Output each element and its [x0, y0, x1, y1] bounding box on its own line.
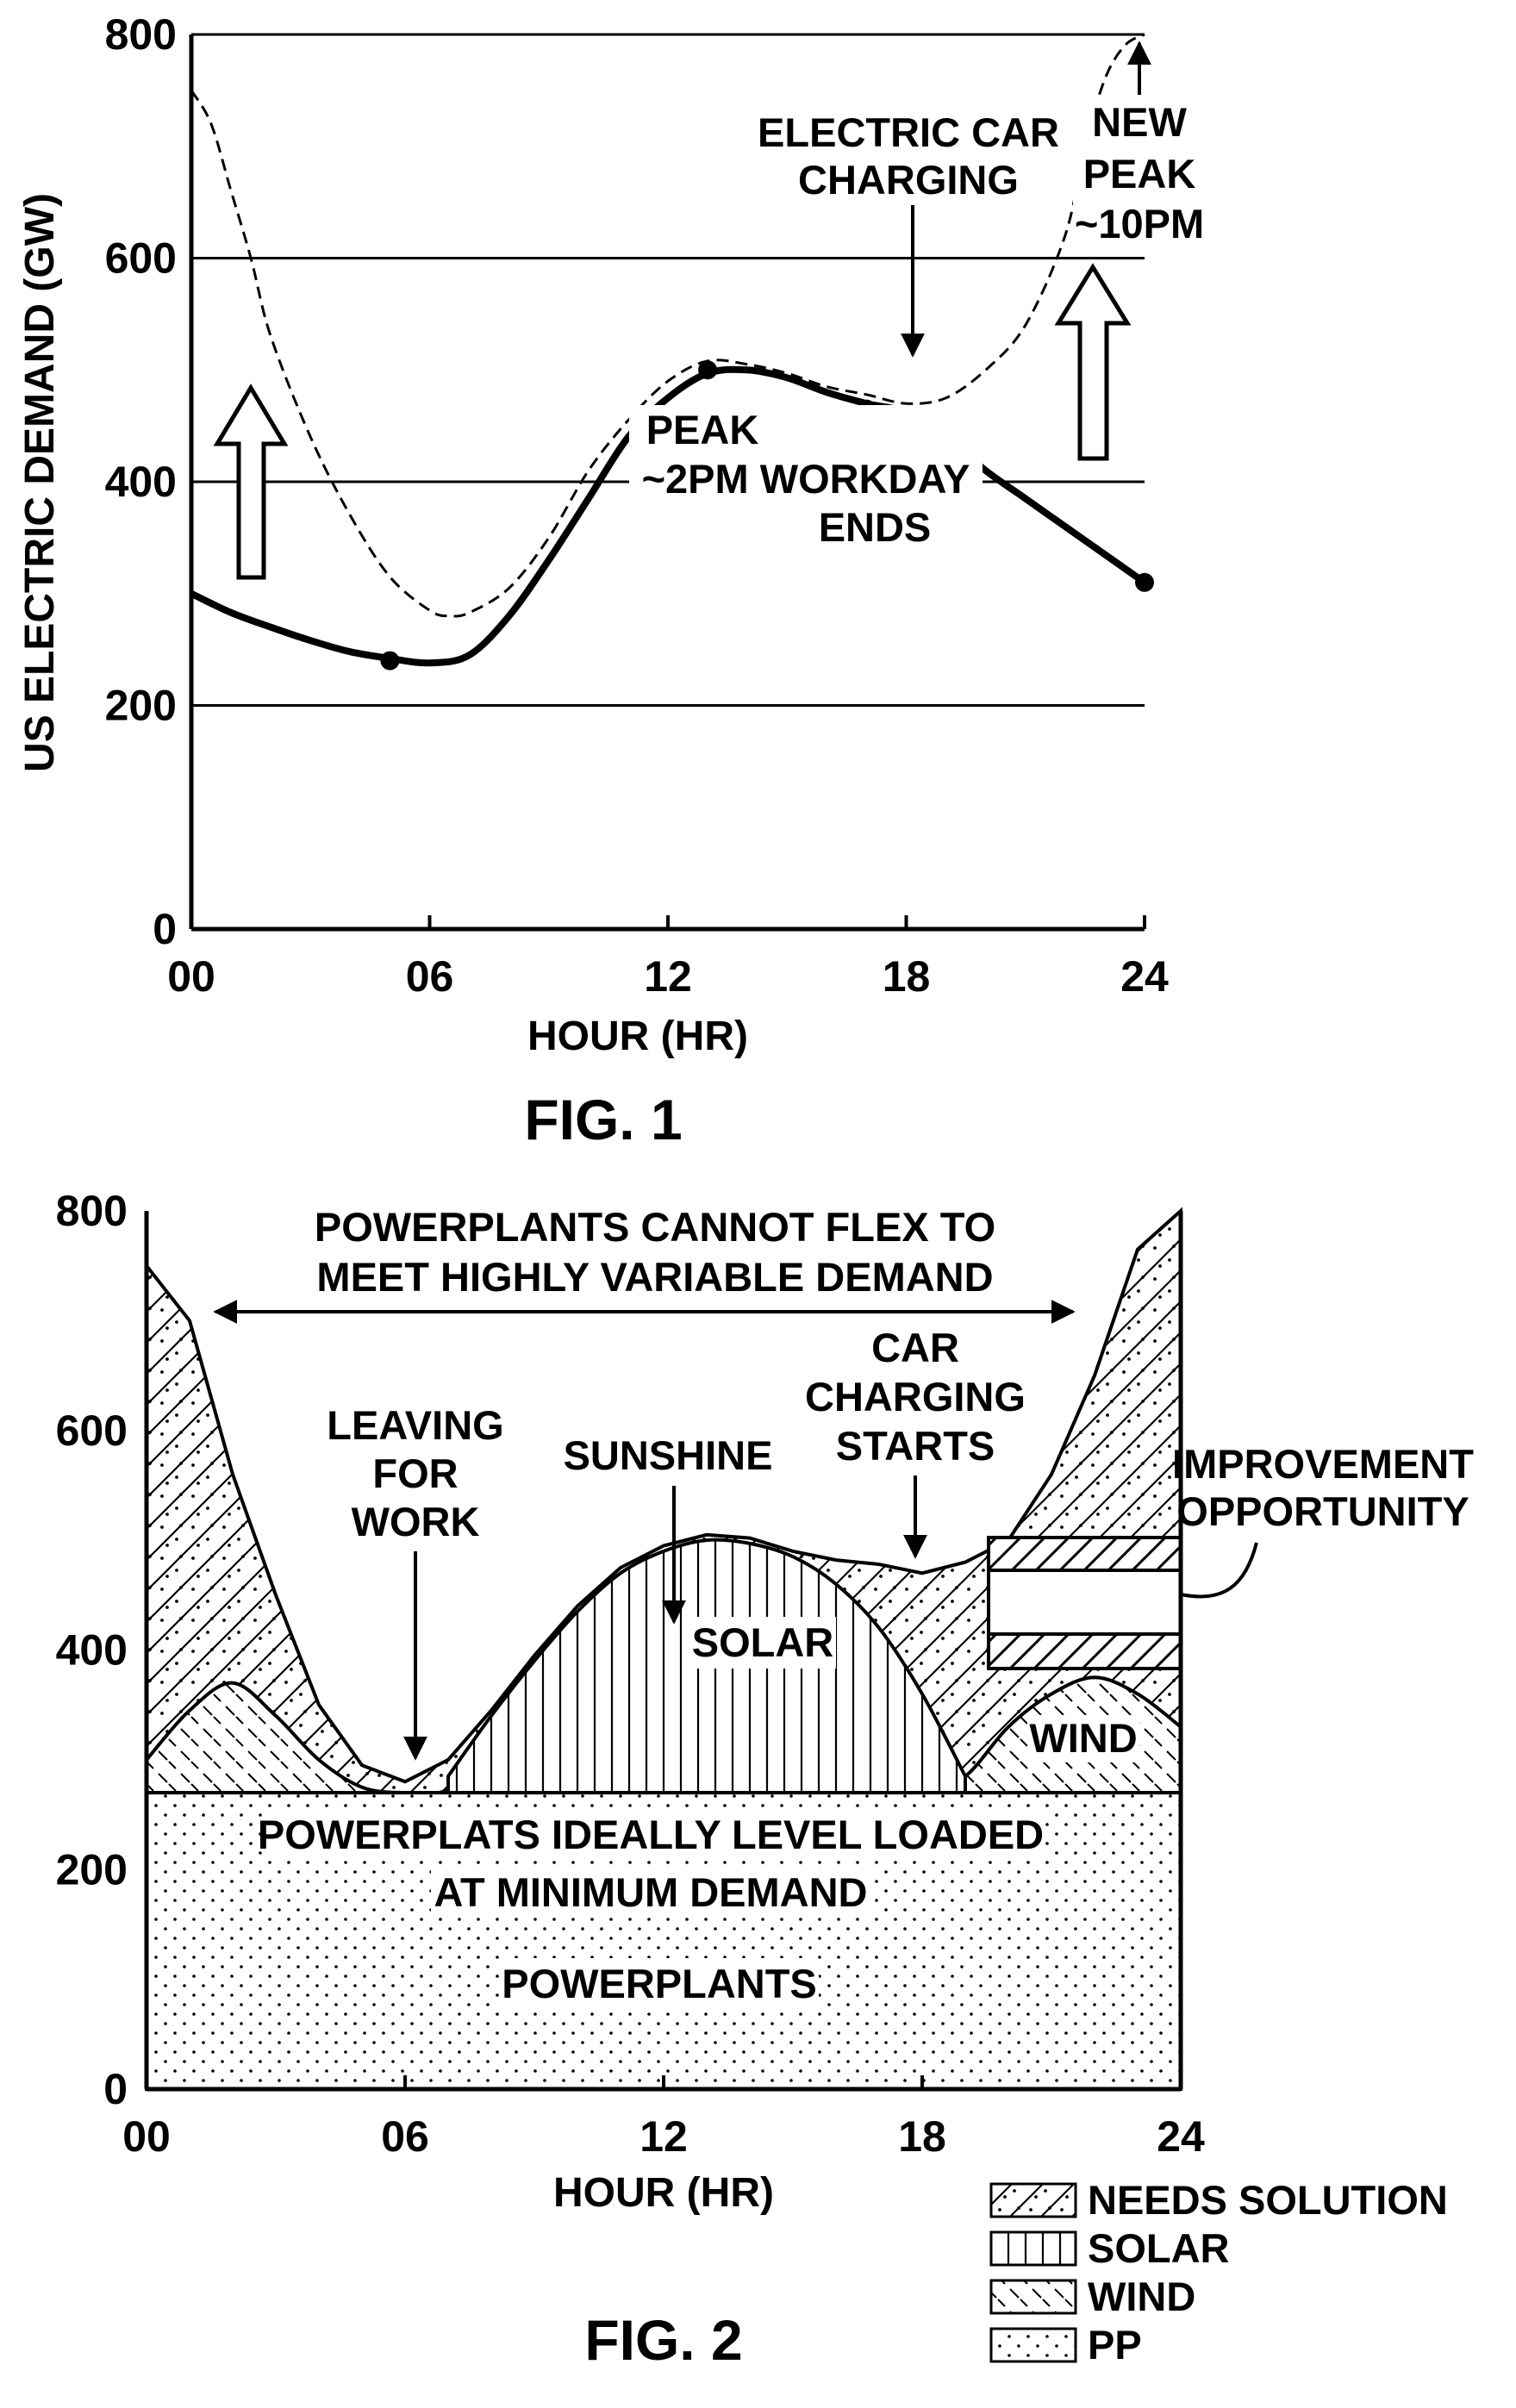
svg-text:POWERPLATS IDEALLY LEVEL LOADE: POWERPLATS IDEALLY LEVEL LOADED: [258, 1812, 1044, 1857]
fig2-y-tick-label: 200: [56, 1845, 128, 1893]
fig1-x-axis-label: HOUR (HR): [527, 1014, 748, 1059]
fig2-annotation-car: CAR CHARGING STARTS: [805, 1325, 1026, 1469]
fig1-x-tick-label: 18: [883, 952, 931, 1001]
svg-text:~10PM: ~10PM: [1075, 201, 1204, 246]
legend-label-pp: PP: [1088, 2322, 1142, 2367]
svg-text:ENDS: ENDS: [819, 504, 932, 550]
legend-swatch-pp: [991, 2329, 1076, 2361]
fig2-label-solar: SOLAR: [689, 1617, 836, 1669]
svg-text:NEW: NEW: [1092, 99, 1187, 145]
fig2-y-tick-label: 800: [56, 1187, 128, 1235]
fig2-y-tick-labels: 0 200 400 600 800: [56, 1187, 128, 2113]
svg-text:PEAK: PEAK: [646, 407, 759, 452]
fig2-annotation-improvement-1: IMPROVEMENT: [1172, 1441, 1474, 1487]
fig1-x-tick-label: 24: [1120, 952, 1169, 1001]
svg-text:POWERPLANTS: POWERPLANTS: [502, 1961, 817, 2006]
fig2-x-tick-label: 24: [1157, 2112, 1205, 2161]
fig1-caption: FIG. 1: [524, 1088, 682, 1151]
fig1-y-tick-label: 0: [153, 905, 177, 953]
fig2-legend: NEEDS SOLUTION SOLAR WIND PP: [991, 2177, 1448, 2367]
fig2-x-tick-label: 12: [639, 2112, 688, 2161]
figure-2-area-chart: 0 200 400 600 800 00 06 12 18 24 HOUR (HR) POWER…: [56, 1187, 1475, 2372]
fig1-data-point: [1135, 573, 1154, 592]
fig2-x-tick-label: 00: [122, 2112, 171, 2161]
svg-text:LEAVING: LEAVING: [327, 1402, 503, 1448]
fig2-top-note-line2: MEET HIGHLY VARIABLE DEMAND: [316, 1254, 993, 1300]
fig2-improvement-leader: [1181, 1543, 1257, 1597]
svg-text:~2PM WORKDAY: ~2PM WORKDAY: [642, 456, 970, 502]
svg-text:WIND: WIND: [1029, 1715, 1137, 1761]
legend-label-wind: WIND: [1088, 2274, 1195, 2319]
fig2-top-note-line1: POWERPLANTS CANNOT FLEX TO: [315, 1204, 995, 1250]
fig1-y-tick-label: 400: [105, 458, 177, 506]
fig2-x-axis-label: HOUR (HR): [553, 2170, 774, 2216]
fig2-annotation-sunshine: SUNSHINE: [564, 1432, 773, 1478]
fig1-annotation-new-peak: NEW PEAK ~10PM: [1073, 95, 1204, 250]
svg-text:CAR: CAR: [871, 1325, 959, 1370]
legend-label-solar: SOLAR: [1088, 2225, 1230, 2271]
fig1-data-point: [380, 652, 399, 671]
fig2-y-tick-label: 0: [103, 2065, 128, 2113]
fig2-x-tick-label: 18: [898, 2112, 946, 2161]
fig1-y-tick-label: 800: [105, 10, 177, 59]
fig1-hollow-arrow-right: [1058, 267, 1127, 459]
fig1-y-tick-labels: 0 200 400 600 800: [105, 10, 177, 953]
fig1-x-tick-label: 12: [644, 952, 692, 1001]
svg-text:WORK: WORK: [352, 1499, 480, 1544]
svg-text:CHARGING: CHARGING: [798, 157, 1019, 203]
legend-swatch-solar: [991, 2232, 1076, 2265]
fig2-y-tick-label: 600: [56, 1407, 128, 1455]
fig2-label-wind: WIND: [1027, 1715, 1139, 1762]
svg-text:SOLAR: SOLAR: [692, 1619, 834, 1665]
svg-text:PEAK: PEAK: [1083, 151, 1196, 197]
figure-1-line-chart: 0 200 400 600 800 00 06 12 18 24 HOUR (HR) US EL…: [17, 10, 1204, 1151]
svg-text:CHARGING: CHARGING: [805, 1374, 1026, 1419]
fig1-y-tick-label: 600: [105, 234, 177, 283]
legend-label-needs: NEEDS SOLUTION: [1088, 2177, 1448, 2223]
svg-text:ELECTRIC CAR: ELECTRIC CAR: [758, 109, 1059, 155]
fig2-annotation-leaving: LEAVING FOR WORK: [327, 1402, 503, 1544]
svg-text:FOR: FOR: [372, 1450, 458, 1496]
svg-text:STARTS: STARTS: [836, 1423, 995, 1469]
fig1-data-point: [698, 360, 717, 379]
fig1-x-tick-label: 00: [167, 952, 215, 1001]
fig1-annotation-peak: PEAK ~2PM WORKDAY ENDS: [629, 405, 983, 552]
legend-swatch-needs: [991, 2184, 1076, 2217]
fig1-y-axis-label: US ELECTRIC DEMAND (GW): [17, 193, 63, 772]
fig1-annotation-car-charging: ELECTRIC CAR CHARGING: [754, 103, 1069, 205]
patent-figure-canvas: 0 200 400 600 800 00 06 12 18 24 HOUR (HR) US EL…: [0, 0, 1516, 2408]
fig2-improvement-box: [989, 1538, 1181, 1669]
svg-text:AT MINIMUM DEMAND: AT MINIMUM DEMAND: [434, 1869, 867, 1915]
fig1-x-tick-label: 06: [406, 952, 454, 1001]
fig1-y-tick-label: 200: [105, 682, 177, 730]
fig2-x-tick-label: 06: [381, 2112, 429, 2161]
legend-swatch-wind: [991, 2280, 1076, 2313]
fig2-caption: FIG. 2: [584, 2308, 742, 2372]
fig2-y-tick-label: 400: [56, 1626, 128, 1675]
fig2-annotation-improvement-2: OPPORTUNITY: [1176, 1488, 1469, 1534]
